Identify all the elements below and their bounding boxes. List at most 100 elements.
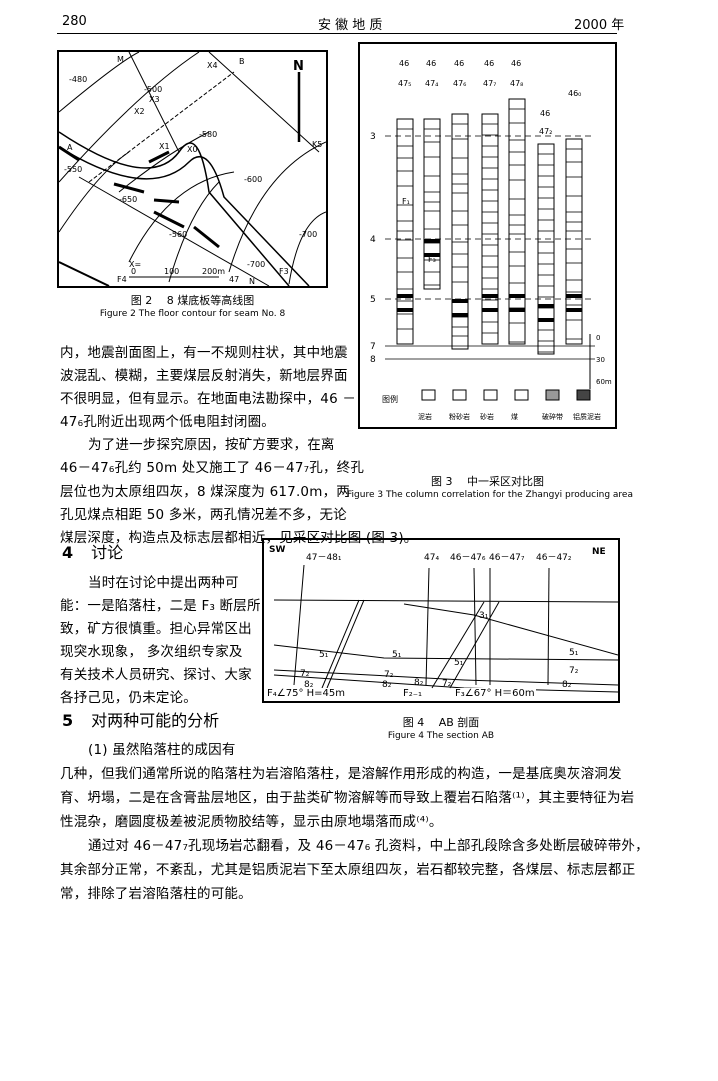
column-top-label: 46	[484, 59, 494, 68]
layer-label: 7₂	[300, 669, 310, 679]
contour-label: -600	[244, 175, 262, 184]
fault-label: F₃	[428, 255, 436, 264]
column-top-label: 46₀	[568, 89, 581, 98]
seam-label: 8	[370, 355, 376, 365]
contour-label: -580	[199, 130, 217, 139]
text-line: (1) 虽然陷落柱的成因有	[88, 742, 236, 758]
section-line-m	[128, 51, 180, 153]
label-n: N	[249, 277, 255, 286]
borehole-column	[423, 118, 441, 290]
legend-swatch	[545, 389, 560, 401]
coal-seam-8	[538, 318, 554, 322]
label-x2: X2	[134, 107, 145, 116]
layer-label: 7₂	[442, 679, 452, 689]
label-x4: X4	[207, 61, 218, 70]
label-b: B	[239, 57, 245, 66]
borehole-column	[508, 98, 526, 345]
header-rule	[57, 33, 617, 34]
text-line: 孔见煤点相距 50 多米，两孔情况差不多，无论	[60, 507, 347, 523]
column-bottom-label: 47₇	[483, 79, 496, 88]
text-line: 有关技术人员研究、探讨、大家	[60, 667, 252, 683]
coal-seam-7	[452, 299, 468, 303]
column-bottom-label: 47₄	[425, 79, 438, 88]
column-bottom-label: 47₂	[539, 127, 552, 136]
scale-label: 0	[596, 334, 600, 342]
contour-label: -650	[119, 195, 137, 204]
layer-label: 5₁	[569, 648, 579, 658]
text-line: 几种，但我们通常所说的陷落柱为岩溶陷落柱，是溶解作用形成的构造，一是基底奥灰溶洞…	[60, 766, 622, 782]
seam-label: 4	[370, 235, 376, 245]
fault-label: F₁	[402, 197, 410, 206]
text-line: 内，地震剖面图上，有一不规则柱状，其中地震	[60, 345, 348, 361]
column-top-label: 46	[399, 59, 409, 68]
legend-swatch	[576, 389, 591, 401]
seam-label: 3	[370, 132, 376, 142]
contour-line	[168, 181, 220, 283]
section-title: 讨论	[91, 543, 124, 562]
contour-label: -550	[64, 165, 82, 174]
contour-line	[128, 171, 235, 263]
label-a: A	[67, 143, 73, 152]
figure-2-contour-map: M B A N N X4 X3 X2 X1 X0 K5 F4 F3 -480 -…	[57, 50, 328, 288]
column-bottom-label: 47₆	[453, 79, 466, 88]
well-label: 47－48₁	[306, 553, 342, 563]
borehole-column	[537, 143, 555, 355]
text-line: 为了进一步探究原因，按矿方要求，在离	[88, 437, 335, 453]
coal-seam-7	[566, 294, 582, 298]
column-top-label: 46	[511, 59, 521, 68]
borehole-column	[451, 113, 469, 350]
label-x0: X0	[187, 145, 198, 154]
year: 2000 年	[574, 18, 625, 33]
text-line: 47₆孔附近出现两个低电阻封闭圈。	[60, 414, 275, 430]
text-line: 各抒己见，仍未定论。	[60, 690, 197, 706]
legend-label: 破碎带	[542, 412, 563, 421]
coal-seam-8	[482, 308, 498, 312]
text-line: 现突水现象， 多次组织专家及	[60, 644, 243, 660]
contour-label: -700	[247, 260, 265, 269]
figure-2-caption-en: Figure 2 The floor contour for seam No. …	[99, 309, 286, 319]
well-label: 46－47₇	[489, 553, 525, 563]
layer-label: 8₂	[304, 680, 314, 690]
layer-label: 3₁	[479, 611, 489, 621]
figure-2-caption: 图 2 8 煤底板等高线图	[130, 294, 255, 307]
scale-label: 30	[596, 356, 605, 364]
contour-line	[208, 51, 320, 153]
seam-label: 7	[370, 342, 376, 352]
text-line: 层位也为太原组四灰，8 煤深度为 617.0m，两	[60, 484, 350, 500]
contour-label: -500	[144, 85, 162, 94]
legend-swatch	[421, 389, 436, 401]
column-top-label: 46	[454, 59, 464, 68]
text-line: 育、坍塌，二是在含膏盐层地区，由于盐类矿物溶解等而导致上覆岩石陷落⁽¹⁾，其主要…	[60, 790, 635, 806]
contour-line	[78, 176, 270, 287]
section-drawing: SW NE 47－48₁ 47₄ 46－47₆ 46－47₇ 46－47₂ 5₁…	[269, 545, 619, 693]
legend-label: 粉砂岩	[449, 412, 470, 421]
figure-4-caption: 图 4 AB 剖面	[402, 716, 480, 729]
north-label: N	[293, 59, 304, 74]
coal-seam-7	[424, 239, 440, 243]
fault-f4-label: F₄∠75° H=45m	[266, 688, 346, 700]
coal-seam-8	[566, 308, 582, 312]
figure-3-caption: 图 3 中一采区对比图	[431, 475, 544, 488]
scale-label: 60m	[596, 378, 612, 386]
label-f4: F4	[117, 275, 127, 284]
coal-seam-7	[509, 294, 525, 298]
contour-line	[288, 211, 327, 285]
text-line: 其余部分正常，不紊乱，尤其是铝质泥岩下至太原组四灰，岩石都较完整，各煤层、标志层…	[60, 862, 636, 878]
page-number: 280	[62, 14, 87, 29]
coal-seam-8	[509, 308, 525, 312]
contour-label: -700	[299, 230, 317, 239]
contour-label: -560	[169, 230, 187, 239]
layer-label: 7₂	[569, 666, 579, 676]
contour-line	[58, 151, 130, 233]
section-number: 5	[62, 711, 74, 730]
figure-3-caption-en: Figure 3 The column correlation for the …	[347, 490, 633, 500]
layer-label: 8₂	[562, 680, 572, 690]
borehole-column	[565, 138, 583, 345]
text-line: 致，矿方很慎重。担心异常区出	[60, 621, 252, 637]
contour-map-drawing: M B A N N X4 X3 X2 X1 X0 K5 F4 F3 -480 -…	[58, 51, 327, 287]
layer-label: 5₁	[319, 650, 329, 660]
section-title: 对两种可能的分析	[91, 711, 220, 730]
fault-f2-1-label: F₂₋₁	[402, 688, 424, 700]
fault-f4	[58, 131, 290, 287]
